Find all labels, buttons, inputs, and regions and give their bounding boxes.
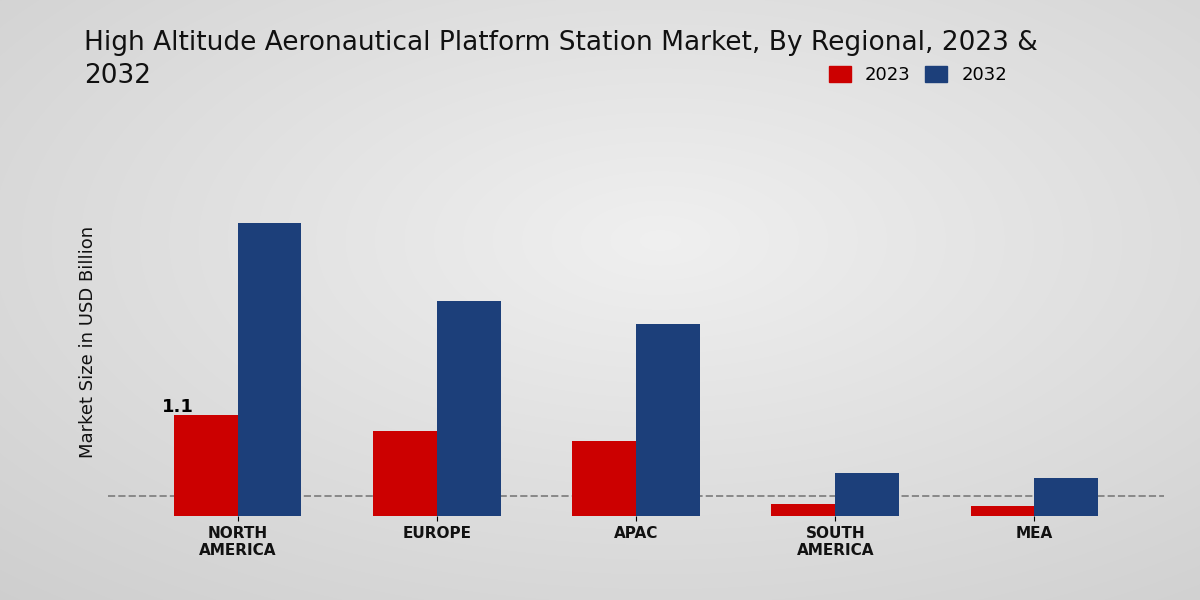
Legend: 2023, 2032: 2023, 2032 <box>829 65 1007 84</box>
Bar <box>772 504 835 516</box>
Bar <box>437 301 500 516</box>
Bar <box>636 323 700 516</box>
Bar <box>835 473 899 516</box>
Y-axis label: Market Size in USD Billion: Market Size in USD Billion <box>79 226 97 458</box>
Bar <box>572 441 636 516</box>
Text: 1.1: 1.1 <box>162 398 193 416</box>
Bar <box>971 506 1034 516</box>
Text: High Altitude Aeronautical Platform Station Market, By Regional, 2023 &
2032: High Altitude Aeronautical Platform Stat… <box>84 30 1038 89</box>
Bar <box>373 431 437 516</box>
Bar <box>174 415 238 516</box>
Bar <box>1034 478 1098 516</box>
Bar <box>238 223 301 516</box>
